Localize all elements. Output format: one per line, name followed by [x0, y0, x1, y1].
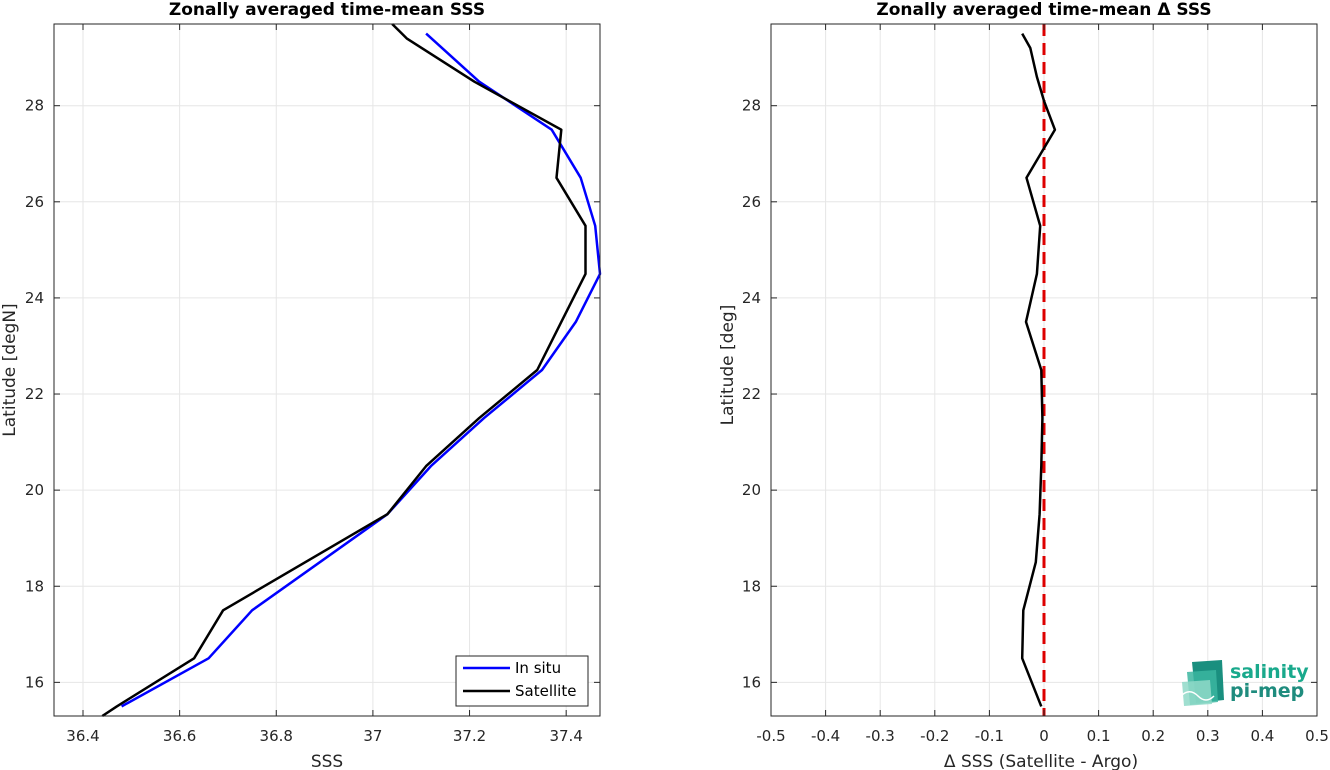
sss-y-tick-label: 20	[25, 481, 44, 499]
sss-data-lines	[101, 23, 602, 718]
delta-y-tick-label: 16	[742, 673, 761, 691]
sss-panel: 36.4 36.6 36.8 37 37.2 37.4 16 18 20 22 24 26 28 Zon…	[0, 0, 602, 770]
sss-x-tick-label: 36.6	[163, 727, 196, 745]
logo-salinity-text: salinity	[1230, 661, 1309, 683]
sss-legend: In situ Satellite	[455, 655, 589, 707]
sss-y-tick-label: 22	[25, 385, 44, 403]
sss-y-tick-label: 24	[25, 289, 44, 307]
delta-x-tick-label: -0.3	[866, 727, 895, 745]
delta-y-tick-label: 24	[742, 289, 761, 307]
wave-layers-icon	[1181, 660, 1224, 706]
delta-y-tick-label: 18	[742, 577, 761, 595]
delta-x-tick-label: 0.2	[1141, 727, 1165, 745]
delta-x-tick-label: 0.4	[1250, 727, 1274, 745]
sss-x-tick-label: 37	[363, 727, 382, 745]
delta-x-axis-label: Δ SSS (Satellite - Argo)	[944, 752, 1138, 770]
delta-y-tick-label: 28	[742, 97, 761, 115]
delta-y-axis-label: Latitude [deg]	[718, 305, 738, 426]
sss-y-tick-label: 18	[25, 577, 44, 595]
delta-x-tick-label: 0.1	[1087, 727, 1111, 745]
sss-series-satellite-line	[101, 23, 587, 718]
delta-x-tick-label: 0	[1039, 727, 1049, 745]
sss-axes-frame	[53, 23, 601, 717]
delta-data-lines	[1020, 32, 1057, 707]
sss-x-tick-label: 37.4	[549, 727, 582, 745]
delta-chart-title: Zonally averaged time-mean Δ SSS	[876, 0, 1211, 20]
delta-x-tick-label: -0.5	[756, 727, 785, 745]
sss-chart-title: Zonally averaged time-mean SSS	[169, 0, 485, 20]
delta-x-tick-label: -0.2	[920, 727, 949, 745]
delta-y-tick-label: 26	[742, 193, 761, 211]
delta-x-tick-label: -0.4	[811, 727, 840, 745]
delta-sss-panel: -0.5 -0.4 -0.3 -0.2 -0.1 0 0.1 0.2 0.3 0.4 0.5 16 18…	[718, 0, 1329, 770]
legend-box	[455, 655, 589, 707]
sss-y-tick-label: 28	[25, 97, 44, 115]
delta-x-tick-label: 0.5	[1305, 727, 1329, 745]
salinity-pimep-logo: salinity pi-mep	[1181, 660, 1309, 706]
sss-x-tick-label: 37.2	[453, 727, 486, 745]
sss-x-axis-label: SSS	[311, 752, 343, 770]
delta-ticks: -0.5 -0.4 -0.3 -0.2 -0.1 0 0.1 0.2 0.3 0.4 0.5 16 18…	[742, 24, 1329, 745]
sss-series-in-situ-line	[120, 32, 602, 708]
delta-y-tick-label: 20	[742, 481, 761, 499]
sss-y-tick-label: 26	[25, 193, 44, 211]
sss-ticks: 36.4 36.6 36.8 37 37.2 37.4 16 18 20 22 24 26 28	[25, 24, 600, 745]
sss-x-tick-label: 36.8	[260, 727, 293, 745]
delta-x-tick-label: 0.3	[1196, 727, 1220, 745]
legend-satellite-label: Satellite	[515, 682, 576, 700]
sss-y-tick-label: 16	[25, 673, 44, 691]
delta-series-delta-sss-line	[1020, 32, 1057, 707]
delta-y-tick-label: 22	[742, 385, 761, 403]
sss-gridlines	[54, 24, 600, 716]
logo-pimep-text: pi-mep	[1230, 680, 1304, 702]
legend-insitu-label: In situ	[515, 659, 561, 677]
sss-x-tick-label: 36.4	[66, 727, 99, 745]
delta-x-tick-label: -0.1	[975, 727, 1004, 745]
sss-y-axis-label: Latitude [degN]	[0, 303, 20, 436]
